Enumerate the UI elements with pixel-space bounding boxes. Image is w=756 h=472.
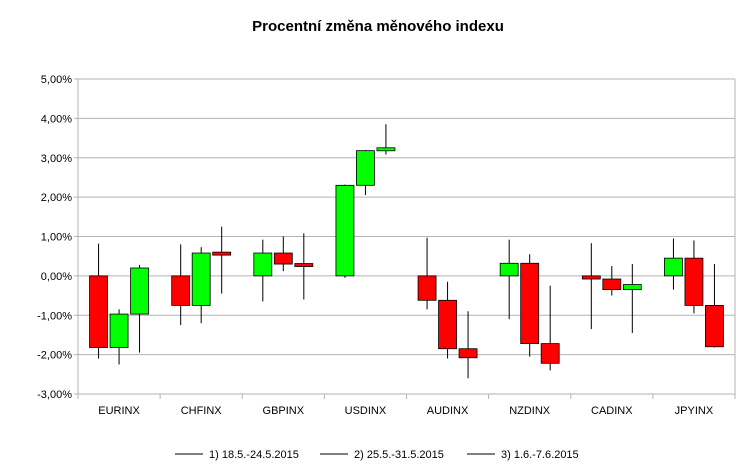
candle-body [335,184,355,277]
candle-body [253,252,273,277]
candle-body [89,275,108,348]
legend-label: 1) 18.5.-24.5.2015 [209,449,299,461]
y-tick-label: 4,00% [41,113,72,125]
candle-body [109,313,129,348]
x-tick-label: JPYINX [675,405,714,417]
candle-body [438,299,457,350]
candle-body [130,267,149,315]
x-tick-label: CHFINX [181,405,223,417]
y-tick-label: -1,00% [37,310,72,322]
x-tick-label: USDINX [345,405,387,417]
legend-label: 3) 1.6.-7.6.2015 [501,449,579,461]
y-tick-label: 3,00% [41,153,72,165]
candle-body [520,262,540,344]
candle-body [294,263,314,267]
y-tick-label: 2,00% [41,192,72,204]
candle-body [171,275,191,306]
candle-body [273,252,293,265]
candle-body [212,251,232,256]
candle-body [622,284,642,291]
x-tick-label: NZDINX [509,405,551,417]
x-tick-label: EURINX [98,405,140,417]
y-tick-label: -3,00% [37,389,72,401]
gridlines [78,78,735,395]
y-tick-label: -2,00% [37,350,72,362]
candle-body [458,348,478,359]
chart-title: Procentní změna měnového indexu [252,18,504,35]
candle-body [581,275,601,280]
y-tick-label: 0,00% [41,271,72,283]
x-tick-label: AUDINX [427,405,469,417]
legend-label: 2) 25.5.-31.5.2015 [354,449,444,461]
candles [89,124,724,379]
candle-body [684,257,704,306]
x-tick-label: CADINX [591,405,633,417]
legend: 1) 18.5.-24.5.2015 2) 25.5.-31.5.2015 3) 1… [175,449,579,461]
axes: 5,00% 4,00% 3,00% 2,00% 1,00% 0,00% -1,00% -2,0… [37,74,736,417]
y-tick-label: 5,00% [41,74,72,86]
candle-body [602,278,622,291]
candle-body [540,343,560,364]
candle-body [376,147,396,152]
candle-body [705,305,724,348]
candle-body [191,252,211,306]
y-tick-label: 1,00% [41,232,72,244]
x-tick-label: GBPINX [263,405,305,417]
candle-body [499,262,519,277]
candle-body [664,257,683,277]
candle-body [417,275,437,301]
candle-body [356,150,375,186]
